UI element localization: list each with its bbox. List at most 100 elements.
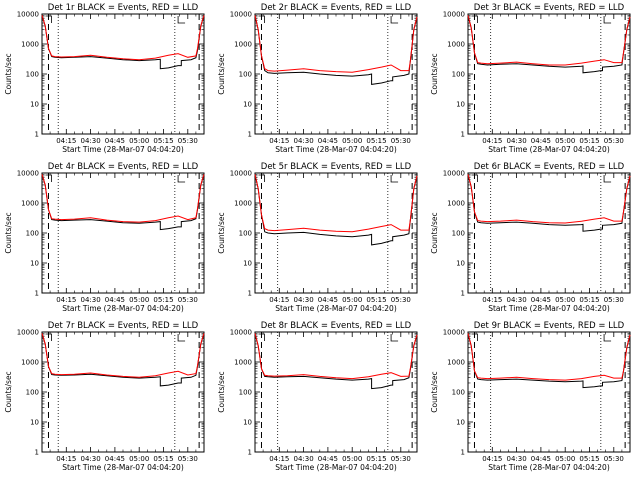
y-axis-label: Counts/sec	[4, 212, 13, 253]
x-tick-label: 04:45	[531, 137, 551, 145]
x-tick-label: 04:30	[294, 455, 314, 463]
x-tick-label: 05:15	[366, 455, 386, 463]
y-tick-label: 1	[461, 290, 465, 298]
x-tick-label: 05:30	[391, 296, 411, 304]
events-series-line	[467, 333, 631, 389]
x-tick-label: 04:45	[105, 296, 125, 304]
x-axis-label: Start Time (28-Mar-07 04:04:20)	[62, 463, 184, 472]
y-tick-label: 100	[452, 230, 465, 238]
bracket-mark	[603, 334, 612, 342]
bracket-mark	[471, 333, 478, 341]
y-tick-label: 10000	[17, 329, 39, 337]
plot-frame	[41, 172, 205, 294]
y-tick-label: 1	[35, 290, 39, 298]
x-tick-label: 04:30	[507, 296, 527, 304]
bracket-mark	[45, 174, 52, 182]
x-tick-label: 05:15	[366, 137, 386, 145]
y-tick-label: 1000	[21, 41, 39, 49]
x-tick-label: 05:30	[178, 296, 198, 304]
y-tick-label: 1000	[447, 359, 465, 367]
events-series-line	[467, 174, 631, 232]
y-tick-label: 100	[452, 71, 465, 79]
lld-series-line	[254, 15, 418, 73]
x-tick-label: 05:30	[604, 455, 624, 463]
x-tick-label: 05:00	[555, 296, 575, 304]
y-tick-label: 1	[248, 449, 252, 457]
plot-frame	[254, 331, 418, 453]
x-tick-label: 05:15	[153, 137, 173, 145]
chart-title: Det 1r BLACK = Events, RED = LLD	[48, 3, 199, 13]
chart-panel-6: Det 6r BLACK = Events, RED = LLD 1 10 100 10…	[430, 162, 631, 313]
events-series-line	[41, 174, 205, 231]
lld-series-line	[467, 174, 631, 224]
x-tick-label: 04:45	[105, 137, 125, 145]
lld-series-line	[41, 15, 205, 61]
y-tick-label: 1	[248, 290, 252, 298]
chart-title: Det 7r BLACK = Events, RED = LLD	[48, 321, 199, 331]
x-tick-label: 05:00	[342, 137, 362, 145]
x-tick-label: 05:30	[391, 455, 411, 463]
y-tick-label: 1	[248, 131, 252, 139]
y-tick-label: 10000	[443, 11, 465, 19]
y-tick-label: 1000	[447, 41, 465, 49]
x-tick-label: 04:15	[482, 455, 502, 463]
y-tick-label: 1	[461, 131, 465, 139]
x-axis-label: Start Time (28-Mar-07 04:04:20)	[488, 463, 610, 472]
x-tick-label: 04:15	[269, 296, 289, 304]
x-tick-label: 04:15	[269, 455, 289, 463]
events-series-line	[467, 15, 631, 74]
plot-frame	[467, 172, 631, 294]
x-tick-label: 05:30	[178, 137, 198, 145]
y-tick-label: 10000	[230, 11, 252, 19]
y-axis-label: Counts/sec	[430, 371, 439, 412]
bracket-mark	[177, 175, 186, 183]
x-tick-label: 04:45	[318, 455, 338, 463]
chart-panel-3: Det 3r BLACK = Events, RED = LLD 1 10 100 10…	[430, 3, 631, 154]
lld-series-line	[41, 333, 205, 378]
events-series-line	[41, 15, 205, 70]
plot-frame	[41, 331, 205, 453]
y-tick-label: 1	[461, 449, 465, 457]
x-tick-label: 05:00	[342, 455, 362, 463]
x-tick-label: 05:00	[129, 455, 149, 463]
y-tick-label: 1000	[234, 41, 252, 49]
chart-panel-4: Det 4r BLACK = Events, RED = LLD 1 10 100 10…	[4, 162, 205, 313]
y-tick-label: 1	[35, 131, 39, 139]
x-axis-label: Start Time (28-Mar-07 04:04:20)	[62, 304, 184, 313]
events-series-line	[41, 333, 205, 387]
x-tick-label: 05:15	[579, 296, 599, 304]
bracket-mark	[45, 333, 52, 341]
y-tick-label: 10000	[230, 329, 252, 337]
lld-series-line	[254, 333, 418, 380]
bracket-mark	[258, 333, 265, 341]
plot-frame	[254, 13, 418, 135]
x-tick-label: 05:15	[153, 455, 173, 463]
x-tick-label: 05:30	[391, 137, 411, 145]
chart-panel-8: Det 8r BLACK = Events, RED = LLD 1 10 100 10…	[217, 321, 418, 472]
chart-title: Det 4r BLACK = Events, RED = LLD	[48, 162, 199, 172]
events-series-line	[254, 15, 418, 85]
x-tick-label: 04:30	[81, 296, 101, 304]
chart-panel-5: Det 5r BLACK = Events, RED = LLD 1 10 100 10…	[217, 162, 418, 313]
chart-panel-9: Det 9r BLACK = Events, RED = LLD 1 10 100 10…	[430, 321, 631, 472]
y-tick-label: 100	[26, 71, 39, 79]
y-tick-label: 1000	[21, 200, 39, 208]
y-tick-label: 10000	[17, 11, 39, 19]
y-axis-label: Counts/sec	[217, 371, 226, 412]
y-tick-label: 10	[456, 419, 465, 427]
y-tick-label: 10000	[230, 170, 252, 178]
y-axis-label: Counts/sec	[4, 53, 13, 94]
x-tick-label: 05:30	[604, 137, 624, 145]
y-tick-label: 100	[26, 230, 39, 238]
bracket-mark	[45, 15, 52, 23]
x-axis-label: Start Time (28-Mar-07 04:04:20)	[275, 463, 397, 472]
y-axis-label: Counts/sec	[4, 371, 13, 412]
x-tick-label: 04:15	[482, 137, 502, 145]
y-tick-label: 100	[239, 230, 252, 238]
y-tick-label: 10	[243, 419, 252, 427]
y-tick-label: 10	[456, 260, 465, 268]
bracket-mark	[603, 175, 612, 183]
x-tick-label: 05:30	[178, 455, 198, 463]
bracket-mark	[603, 16, 612, 24]
